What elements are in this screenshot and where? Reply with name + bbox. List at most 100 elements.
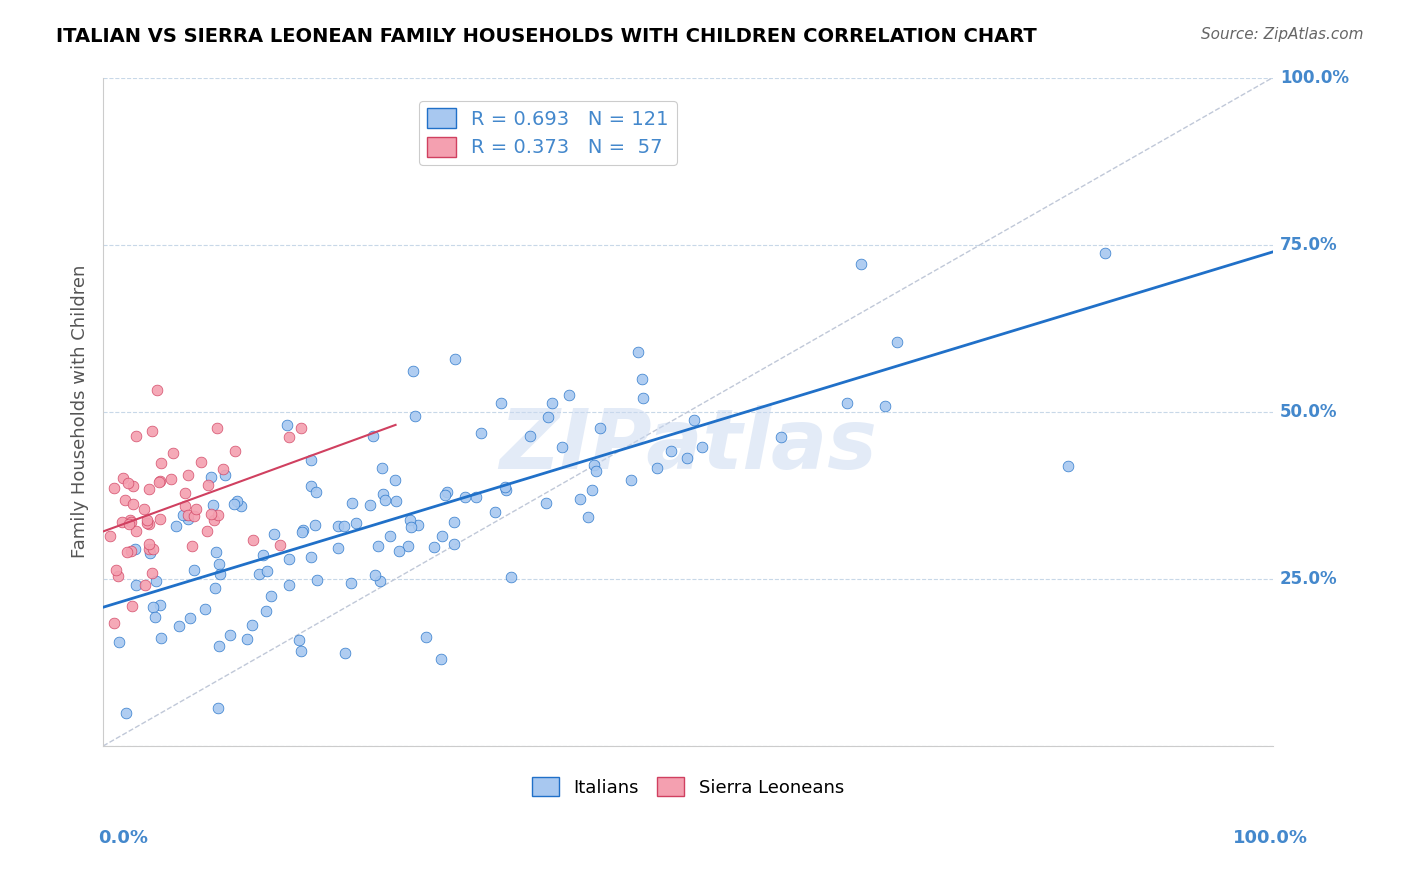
Point bbox=[160, 472, 183, 486]
Point bbox=[117, 475, 139, 490]
Point bbox=[388, 544, 411, 558]
Point bbox=[172, 508, 194, 522]
Point bbox=[134, 578, 156, 592]
Point bbox=[103, 615, 125, 630]
Point bbox=[200, 470, 222, 484]
Point bbox=[219, 628, 242, 642]
Point bbox=[240, 617, 263, 632]
Point bbox=[305, 573, 328, 587]
Point bbox=[359, 498, 381, 512]
Point bbox=[122, 479, 145, 493]
Point bbox=[582, 458, 605, 472]
Point bbox=[142, 600, 165, 615]
Point bbox=[125, 524, 148, 538]
Point bbox=[226, 494, 249, 508]
Point bbox=[149, 474, 172, 488]
Point bbox=[364, 568, 387, 582]
Text: ZIPatlas: ZIPatlas bbox=[499, 405, 877, 485]
Point bbox=[443, 537, 465, 551]
Point bbox=[183, 508, 205, 523]
Point bbox=[247, 567, 270, 582]
Point bbox=[165, 519, 187, 533]
Point bbox=[263, 526, 285, 541]
Point bbox=[645, 461, 668, 475]
Point bbox=[149, 456, 172, 470]
Point bbox=[149, 512, 172, 526]
Point bbox=[494, 481, 516, 495]
Point bbox=[145, 574, 167, 588]
Point bbox=[371, 461, 394, 475]
Point bbox=[202, 513, 225, 527]
Point bbox=[252, 548, 274, 562]
Point bbox=[290, 421, 312, 435]
Point bbox=[224, 497, 246, 511]
Point bbox=[396, 539, 419, 553]
Point bbox=[385, 493, 408, 508]
Point bbox=[98, 529, 121, 543]
Point bbox=[242, 533, 264, 548]
Point bbox=[118, 517, 141, 532]
Point bbox=[367, 539, 389, 553]
Text: 100.0%: 100.0% bbox=[1279, 69, 1348, 87]
Point bbox=[149, 599, 172, 613]
Point bbox=[138, 537, 160, 551]
Point bbox=[683, 413, 706, 427]
Point bbox=[399, 513, 422, 527]
Point bbox=[254, 604, 277, 618]
Point bbox=[551, 441, 574, 455]
Legend: Italians, Sierra Leoneans: Italians, Sierra Leoneans bbox=[524, 770, 851, 804]
Point bbox=[174, 499, 197, 513]
Point bbox=[146, 383, 169, 397]
Point bbox=[150, 632, 173, 646]
Text: 0.0%: 0.0% bbox=[98, 830, 149, 847]
Point bbox=[534, 496, 557, 510]
Y-axis label: Family Households with Children: Family Households with Children bbox=[72, 265, 89, 558]
Point bbox=[436, 485, 458, 500]
Point bbox=[103, 481, 125, 495]
Point bbox=[443, 515, 465, 529]
Point bbox=[207, 701, 229, 715]
Point bbox=[278, 578, 301, 592]
Point bbox=[589, 420, 612, 434]
Point bbox=[491, 396, 513, 410]
Point bbox=[202, 498, 225, 512]
Point bbox=[454, 490, 477, 504]
Point bbox=[121, 599, 143, 613]
Point bbox=[519, 429, 541, 443]
Point bbox=[291, 523, 314, 537]
Point bbox=[374, 493, 396, 508]
Point bbox=[326, 541, 349, 555]
Point bbox=[576, 510, 599, 524]
Point bbox=[277, 430, 299, 444]
Point bbox=[180, 539, 202, 553]
Point bbox=[415, 630, 437, 644]
Text: 75.0%: 75.0% bbox=[1279, 235, 1337, 253]
Point bbox=[326, 519, 349, 533]
Point bbox=[125, 577, 148, 591]
Point bbox=[384, 473, 406, 487]
Point bbox=[125, 429, 148, 443]
Point bbox=[115, 545, 138, 559]
Point bbox=[690, 440, 713, 454]
Point bbox=[224, 444, 246, 458]
Point bbox=[370, 574, 392, 589]
Point bbox=[378, 529, 401, 543]
Point bbox=[179, 611, 201, 625]
Point bbox=[399, 519, 422, 533]
Point bbox=[136, 516, 159, 530]
Point bbox=[340, 575, 363, 590]
Point bbox=[541, 395, 564, 409]
Point bbox=[404, 409, 426, 424]
Point bbox=[143, 610, 166, 624]
Point bbox=[470, 426, 492, 441]
Point bbox=[627, 344, 650, 359]
Text: ITALIAN VS SIERRA LEONEAN FAMILY HOUSEHOLDS WITH CHILDREN CORRELATION CHART: ITALIAN VS SIERRA LEONEAN FAMILY HOUSEHO… bbox=[56, 27, 1038, 45]
Point bbox=[443, 352, 465, 367]
Point bbox=[340, 496, 363, 510]
Point bbox=[173, 486, 195, 500]
Point bbox=[111, 471, 134, 485]
Point bbox=[208, 566, 231, 581]
Text: Source: ZipAtlas.com: Source: ZipAtlas.com bbox=[1201, 27, 1364, 42]
Point bbox=[256, 565, 278, 579]
Point bbox=[633, 391, 655, 405]
